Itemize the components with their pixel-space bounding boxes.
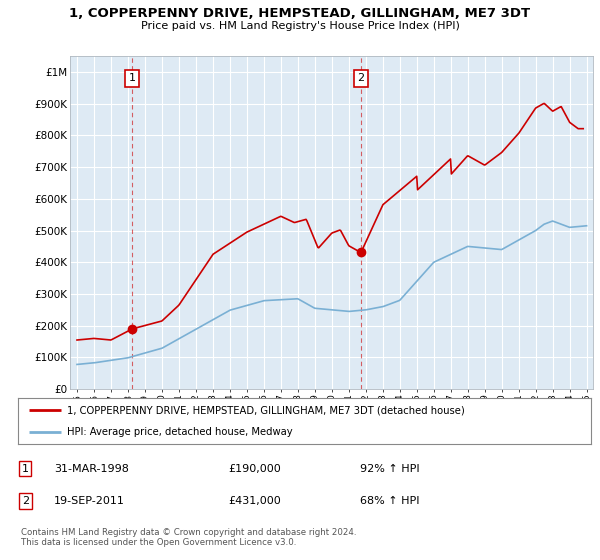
Text: 1, COPPERPENNY DRIVE, HEMPSTEAD, GILLINGHAM, ME7 3DT (detached house): 1, COPPERPENNY DRIVE, HEMPSTEAD, GILLING… [67,405,464,415]
Text: 1: 1 [129,73,136,83]
Text: £431,000: £431,000 [228,496,281,506]
Text: 68% ↑ HPI: 68% ↑ HPI [360,496,419,506]
Text: 2: 2 [358,73,365,83]
Text: 92% ↑ HPI: 92% ↑ HPI [360,464,419,474]
Text: £190,000: £190,000 [228,464,281,474]
Text: 1: 1 [22,464,29,474]
Text: 1, COPPERPENNY DRIVE, HEMPSTEAD, GILLINGHAM, ME7 3DT: 1, COPPERPENNY DRIVE, HEMPSTEAD, GILLING… [70,7,530,20]
Text: 2: 2 [22,496,29,506]
Text: Price paid vs. HM Land Registry's House Price Index (HPI): Price paid vs. HM Land Registry's House … [140,21,460,31]
Text: HPI: Average price, detached house, Medway: HPI: Average price, detached house, Medw… [67,427,292,437]
Text: 19-SEP-2011: 19-SEP-2011 [54,496,125,506]
Text: 31-MAR-1998: 31-MAR-1998 [54,464,129,474]
Text: Contains HM Land Registry data © Crown copyright and database right 2024.
This d: Contains HM Land Registry data © Crown c… [21,528,356,548]
